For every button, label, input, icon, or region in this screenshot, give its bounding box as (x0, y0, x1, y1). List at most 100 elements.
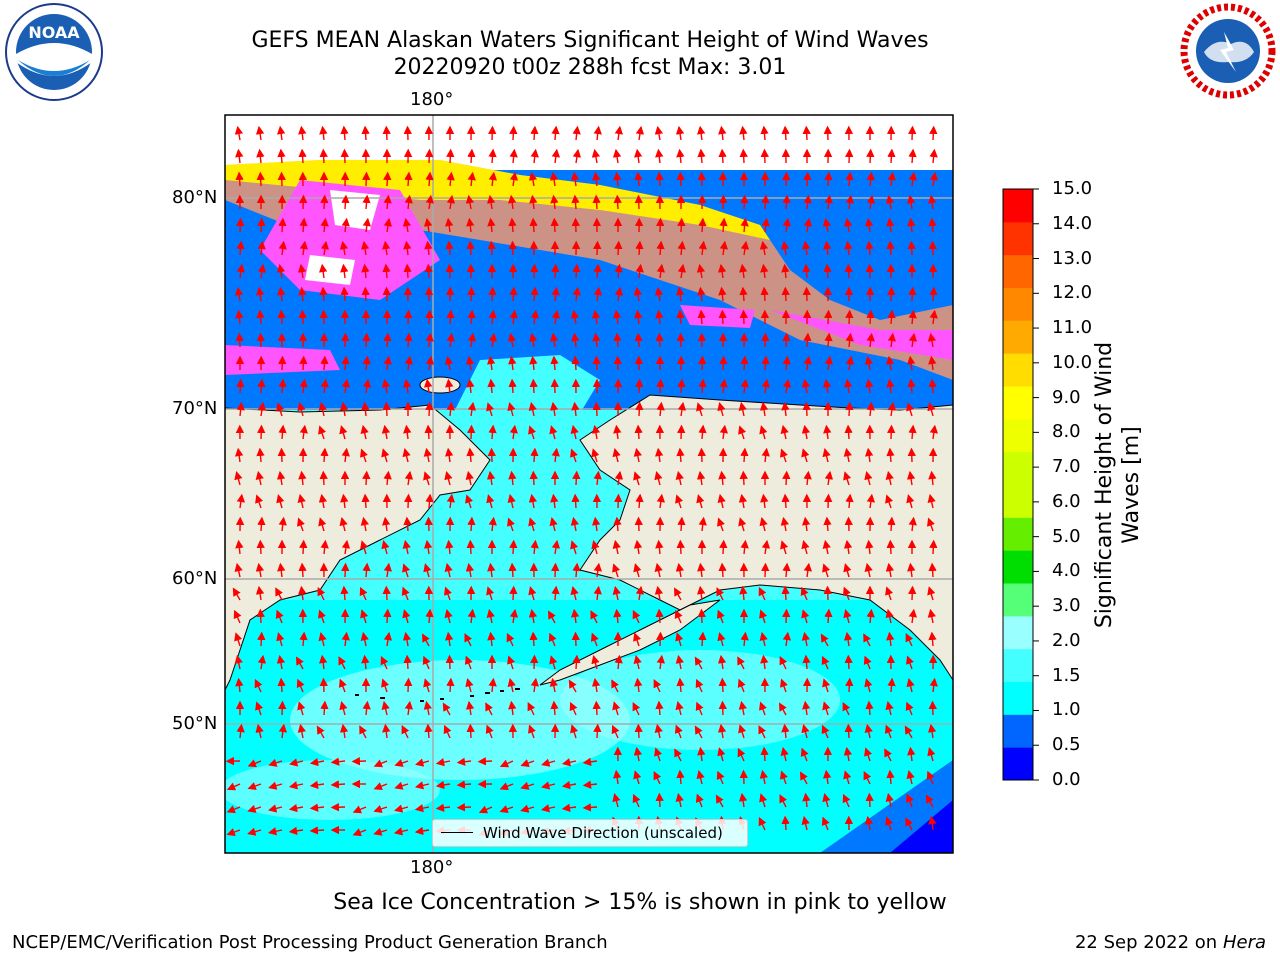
wave-arrow (864, 747, 873, 762)
wave-arrow (255, 125, 265, 141)
wave-arrow (717, 402, 726, 417)
wave-arrow (695, 701, 704, 716)
wave-arrow (319, 677, 328, 693)
footer-date-text: 22 Sep 2022 on (1074, 932, 1218, 953)
wave-arrow (340, 585, 349, 601)
wave-arrow (656, 378, 665, 394)
wave-arrow (320, 447, 329, 463)
wave-arrow (383, 631, 393, 647)
wave-arrow (928, 240, 937, 256)
wave-arrow (761, 562, 770, 578)
wave-arrow (317, 587, 326, 601)
wave-arrow (865, 240, 874, 256)
wave-arrow (612, 701, 621, 716)
wave-arrow (675, 701, 684, 716)
wave-arrow (886, 217, 895, 233)
wave-arrow (694, 656, 703, 670)
wave-arrow (865, 700, 874, 716)
wave-arrow (634, 424, 643, 440)
wave-arrow (864, 678, 873, 693)
wave-arrow (487, 631, 496, 647)
wave-arrow (383, 332, 392, 348)
colorbar-tick-label: 2.0 (1052, 629, 1081, 651)
colorbar-segment (1003, 648, 1033, 682)
wave-arrow (781, 401, 790, 417)
wave-arrow (561, 780, 577, 790)
wave-arrow (844, 723, 853, 739)
wave-arrow (296, 656, 304, 670)
wave-arrow (340, 493, 349, 509)
wave-arrow (235, 677, 244, 693)
wave-arrow (928, 470, 937, 486)
wave-arrow (822, 678, 831, 693)
wave-arrow (530, 447, 539, 463)
wave-arrow (339, 401, 349, 417)
wave-arrow (373, 759, 388, 768)
lon-label-bottom: 180° (410, 857, 454, 878)
wave-arrow (654, 585, 664, 601)
wave-arrow (403, 263, 412, 279)
wave-arrow (446, 493, 455, 509)
wave-arrow (561, 758, 577, 767)
wave-arrow (445, 240, 454, 256)
wave-arrow (759, 769, 768, 785)
wave-arrow (487, 562, 496, 578)
wave-arrow (591, 677, 601, 693)
wave-arrow (716, 770, 725, 785)
wave-arrow (801, 448, 810, 463)
wave-arrow (319, 309, 328, 325)
wave-arrow (528, 586, 537, 601)
wave-arrow (632, 609, 641, 624)
wave-arrow (319, 263, 328, 279)
wave-arrow (382, 516, 391, 532)
wave-arrow (403, 424, 412, 440)
wave-arrow (738, 425, 747, 440)
wave-arrow (843, 609, 852, 624)
wave-arrow (486, 470, 496, 486)
wave-arrow (466, 378, 475, 394)
wave-arrow (299, 378, 308, 394)
wave-arrow (256, 309, 265, 325)
wave-arrow (927, 332, 937, 348)
wave-arrow (268, 781, 283, 790)
wave-arrow (276, 402, 285, 417)
wave-arrow (339, 425, 348, 440)
wave-arrow (715, 794, 724, 808)
wave-arrow (572, 562, 581, 578)
wave-arrow (404, 493, 413, 509)
wave-arrow (697, 447, 706, 463)
wave-arrow (394, 758, 409, 767)
wave-arrow (822, 217, 832, 233)
colorbar-tick-label: 4.0 (1052, 560, 1081, 582)
wave-arrow (633, 539, 643, 555)
wave-arrow (633, 654, 642, 670)
wave-arrow (361, 125, 370, 141)
wave-arrow (319, 148, 328, 164)
wave-arrow (402, 448, 411, 463)
wave-arrow (759, 793, 768, 808)
wave-arrow (444, 586, 452, 601)
wave-arrow (507, 332, 517, 348)
wave-arrow (885, 816, 894, 831)
colorbar-tick-label: 15.0 (1052, 178, 1093, 199)
footer-credit: NCEP/EMC/Verification Post Processing Pr… (12, 932, 608, 953)
wave-arrow (614, 286, 624, 302)
wave-arrow (905, 701, 914, 716)
colorbar-segment (1003, 287, 1033, 321)
wave-arrow (320, 355, 329, 371)
wave-arrow (254, 678, 263, 693)
wave-arrow (864, 355, 874, 371)
wave-arrow (530, 309, 539, 325)
wave-arrow (226, 828, 241, 836)
wave-arrow (477, 757, 493, 766)
wave-arrow (488, 148, 497, 164)
wave-arrow (908, 608, 917, 624)
wave-arrow (782, 332, 791, 348)
wave-arrow (885, 470, 894, 486)
wave-arrow (550, 493, 559, 509)
wave-arrow (298, 286, 307, 302)
colorbar-tick-label: 8.0 (1052, 421, 1081, 443)
chart-title: GEFS MEAN Alaskan Waters Significant Hei… (251, 28, 929, 53)
wave-arrow (612, 563, 621, 578)
wave-arrow (676, 171, 685, 187)
